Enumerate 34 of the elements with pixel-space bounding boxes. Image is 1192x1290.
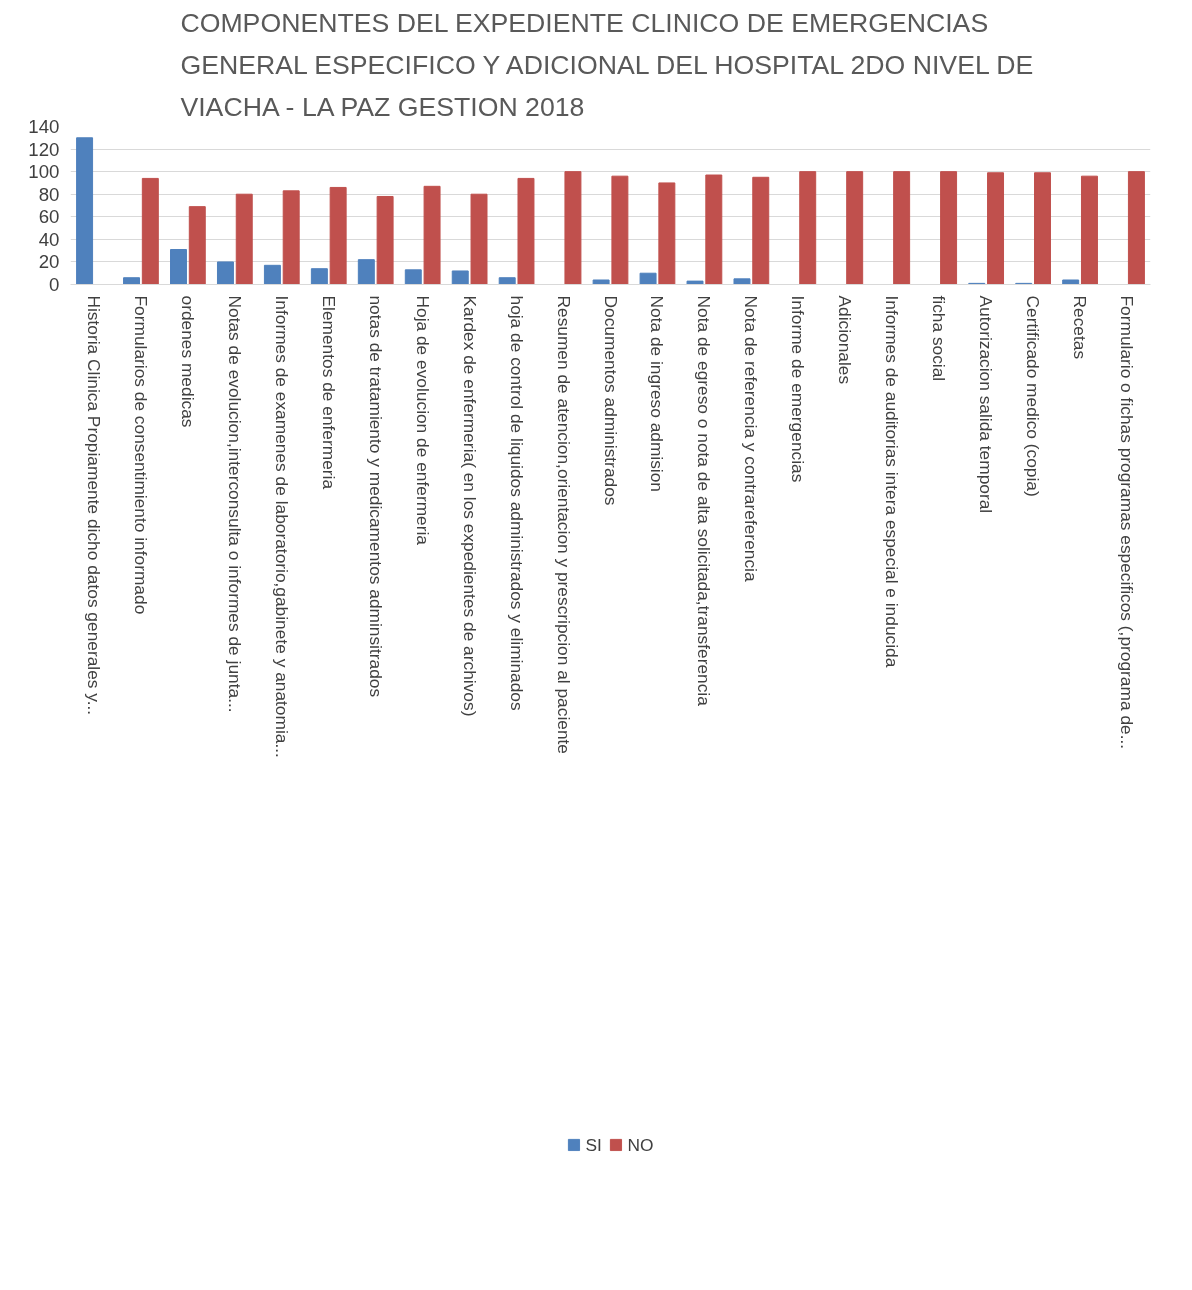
y-tick-label: 0 <box>49 274 60 295</box>
x-tick-label: ordenes medicas <box>177 295 198 428</box>
x-tick-label: Historia Clinica Propiamente dicho datos generales y... <box>83 295 104 716</box>
x-tick-label: Formularios de consentimiento informado <box>130 295 151 615</box>
legend-label: SI <box>585 1134 603 1156</box>
x-tick-label: Adicionales <box>835 295 856 385</box>
chart-title: COMPONENTES DEL EXPEDIENTE CLINICO DE EMERGENCIAS GENERAL ESPECIFICO Y ADICIONAL DEL HOSPITAL 2DO NIVEL DE VIACHA - LA PAZ GESTION 2018 <box>180 7 1034 122</box>
x-tick-label: ficha social <box>929 295 950 382</box>
x-tick-label: Autorizacion salida temporal <box>976 295 997 514</box>
x-tick-label: Nota de ingreso admision <box>647 295 668 492</box>
x-tick-label: Elementos de enfermeria <box>318 295 339 490</box>
x-tick-label: Notas de evolucion,interconsulta o informes de junta... <box>224 295 245 713</box>
x-tick-label: Certificado medico (copia) <box>1023 295 1044 497</box>
x-tick-label: Resumen de atencion,orientacion y prescripcion al paciente <box>553 295 574 755</box>
y-tick-label: 80 <box>38 183 60 205</box>
y-tick-label: 20 <box>38 251 60 273</box>
y-tick-label: 120 <box>28 138 60 160</box>
x-tick-label: Hoja de evolucion de enfermeria <box>412 295 433 546</box>
x-tick-label: Informes de auditorias intera especial e inducida <box>882 295 903 668</box>
x-tick-label: Recetas <box>1070 295 1091 360</box>
x-tick-label: Documentos administrados <box>600 295 621 506</box>
x-tick-label: Kardex de enfermeria( en los expedientes de archivos) <box>459 295 480 717</box>
x-tick-label: Informe de emergencias <box>788 295 809 483</box>
y-tick-label: 100 <box>28 161 60 183</box>
x-tick-label: notas de tratamiento y medicamentos adminsitrados <box>365 295 386 698</box>
y-tick-label: 140 <box>28 116 60 137</box>
x-tick-label: hoja de control de liquidos administrados y eliminados <box>506 295 527 711</box>
x-tick-label: Nota de referencia y contrareferencia <box>741 295 762 582</box>
x-tick-label: Formulario o fichas programas especificos (,programa de... <box>1117 295 1138 750</box>
x-tick-label: Informes de examenes de laboratorio,gabinete y anatomia... <box>271 295 292 758</box>
y-tick-label: 60 <box>38 206 60 228</box>
y-tick-label: 40 <box>38 228 60 250</box>
legend-label: NO <box>627 1134 654 1156</box>
x-tick-label: Nota de egreso o nota de alta solicitada,transferencia <box>694 295 715 707</box>
